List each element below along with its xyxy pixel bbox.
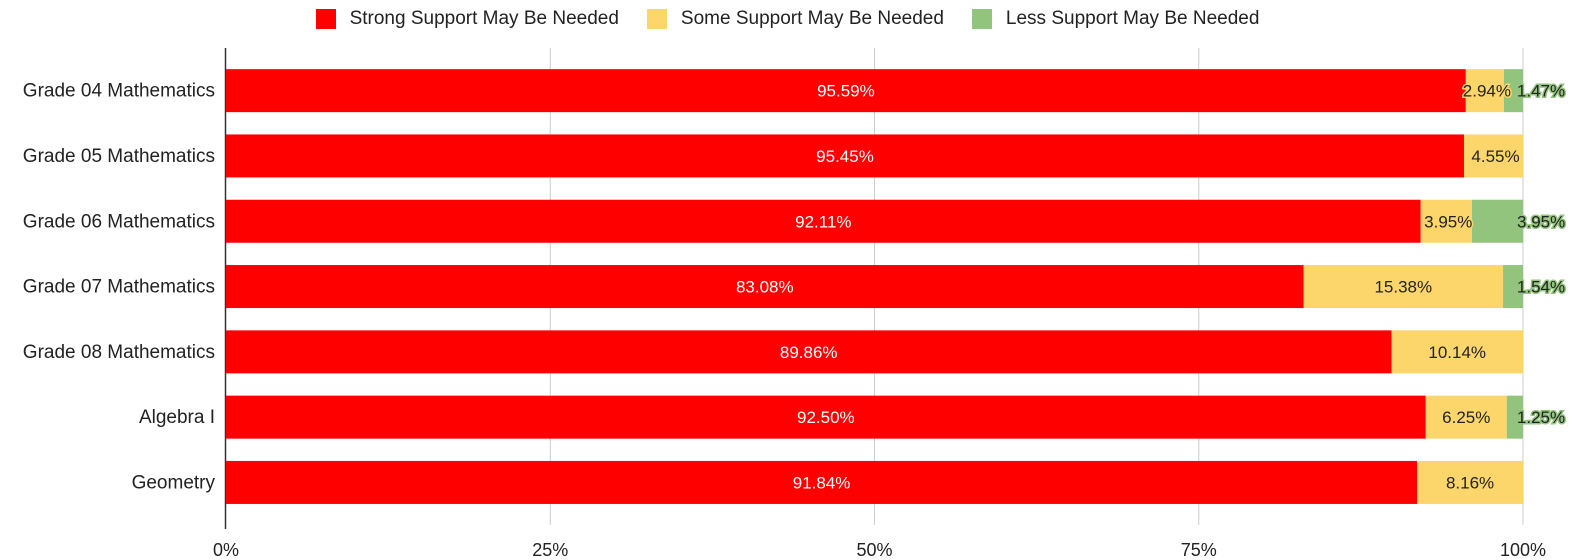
category-label: Algebra I bbox=[139, 407, 215, 428]
data-label: 15.38% bbox=[1374, 278, 1432, 297]
bar-segment bbox=[226, 199, 1421, 243]
data-label: 92.11% bbox=[795, 212, 851, 231]
data-label: 8.16% bbox=[1446, 473, 1494, 492]
bar-segment bbox=[226, 460, 1418, 504]
category-label: Grade 08 Mathematics bbox=[23, 342, 215, 363]
data-label: 4.55% bbox=[1471, 147, 1519, 166]
bar-segment bbox=[226, 265, 1304, 309]
bar-segment bbox=[226, 69, 1466, 113]
data-label: 95.45% bbox=[816, 147, 874, 166]
data-label: 3.95% bbox=[1424, 212, 1472, 231]
data-label: 10.14% bbox=[1428, 343, 1486, 362]
bar-segment bbox=[1391, 330, 1523, 374]
bar-segment bbox=[1465, 69, 1504, 113]
legend-label: Less Support May Be Needed bbox=[1005, 8, 1260, 29]
category-label: Grade 05 Mathematics bbox=[23, 146, 215, 167]
data-label: 1.54% bbox=[1517, 278, 1565, 297]
data-label: 91.84% bbox=[793, 473, 851, 492]
legend-item: Strong Support May Be Needed bbox=[315, 8, 619, 30]
data-label: 3.95% bbox=[1517, 212, 1565, 231]
bar-segment bbox=[226, 330, 1392, 374]
legend-label: Some Support May Be Needed bbox=[680, 8, 944, 29]
data-label: 83.08% bbox=[736, 278, 794, 297]
bar-segment bbox=[226, 395, 1426, 439]
category-label: Grade 04 Mathematics bbox=[23, 81, 215, 102]
data-label: 89.86% bbox=[780, 343, 838, 362]
bar-segment bbox=[1471, 199, 1524, 243]
legend-label: Strong Support May Be Needed bbox=[349, 8, 619, 29]
data-label: 1.47% bbox=[1517, 82, 1565, 101]
x-tick-label: 100% bbox=[1500, 540, 1546, 560]
x-tick-label: 75% bbox=[1181, 540, 1217, 560]
legend-swatch bbox=[971, 9, 992, 29]
data-label: 92.50% bbox=[797, 408, 855, 427]
data-label: 2.94% bbox=[1463, 82, 1511, 101]
bar-segment bbox=[1425, 395, 1507, 439]
bar-segment bbox=[1503, 69, 1523, 113]
x-tick-label: 0% bbox=[213, 540, 239, 560]
bar-segment bbox=[1503, 265, 1523, 309]
bar-segment bbox=[1303, 265, 1504, 309]
category-label: Grade 07 Mathematics bbox=[23, 277, 215, 298]
legend-item: Some Support May Be Needed bbox=[646, 8, 944, 30]
legend-swatch bbox=[646, 9, 667, 29]
legend-swatch bbox=[315, 9, 336, 29]
data-label: 1.25% bbox=[1517, 408, 1565, 427]
category-label: Geometry bbox=[132, 472, 216, 493]
x-tick-label: 25% bbox=[532, 540, 568, 560]
data-label: 95.59% bbox=[817, 82, 875, 101]
bar-segment bbox=[226, 134, 1464, 178]
data-label: 6.25% bbox=[1442, 408, 1490, 427]
bar-segment bbox=[1417, 460, 1523, 504]
bar-segment bbox=[1463, 134, 1523, 178]
legend: Strong Support May Be Needed Some Support… bbox=[0, 8, 1575, 30]
bar-segment bbox=[1420, 199, 1472, 243]
x-tick-label: 50% bbox=[856, 540, 892, 560]
bar-segment bbox=[1506, 395, 1523, 439]
category-label: Grade 06 Mathematics bbox=[23, 211, 215, 232]
legend-item: Less Support May Be Needed bbox=[971, 8, 1260, 30]
